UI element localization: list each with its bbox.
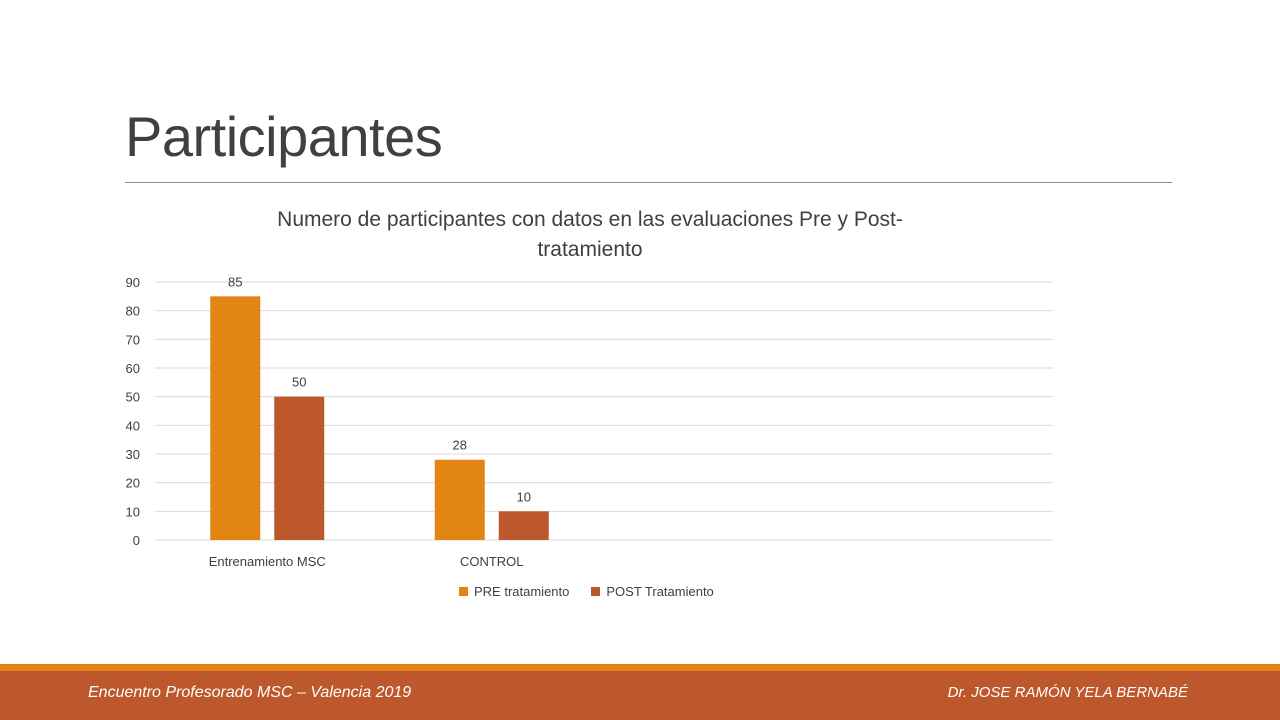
footer-accent-stripe: [0, 664, 1280, 671]
y-tick-label: 70: [126, 332, 140, 347]
y-tick-label: 90: [126, 275, 140, 290]
legend-label-post: POST Tratamiento: [606, 584, 714, 599]
y-tick-label: 80: [126, 304, 140, 319]
legend-item-post: POST Tratamiento: [591, 584, 714, 599]
footer-event-text: Encuentro Profesorado MSC – Valencia 201…: [88, 684, 412, 701]
data-label: 28: [453, 438, 467, 453]
x-tick-label: Entrenamiento MSC: [209, 554, 326, 569]
chart-legend: PRE tratamiento POST Tratamiento: [459, 584, 714, 599]
y-tick-label: 60: [126, 361, 140, 376]
bar: [210, 296, 261, 540]
bar: [274, 396, 325, 540]
bar: [434, 459, 485, 540]
legend-swatch-pre: [459, 587, 468, 596]
bar: [498, 511, 549, 540]
y-tick-label: 20: [126, 476, 140, 491]
legend-swatch-post: [591, 587, 601, 596]
chart-title-line-1: Numero de participantes con datos en las…: [277, 208, 903, 231]
title-divider: [125, 182, 1172, 183]
chart-title: Numero de participantes con datos en las…: [240, 205, 940, 265]
y-tick-label: 0: [133, 533, 140, 548]
y-tick-label: 50: [126, 390, 140, 405]
data-label: 10: [517, 489, 531, 504]
y-tick-label: 30: [126, 447, 140, 462]
footer-author-text: Dr. JOSE RAMÓN YELA BERNABÉ: [947, 684, 1188, 701]
footer-bar: [0, 671, 1280, 720]
data-label: 85: [228, 274, 242, 289]
y-tick-label: 40: [126, 418, 140, 433]
slide-title: Participantes: [125, 105, 443, 168]
x-tick-label: CONTROL: [460, 554, 524, 569]
legend-label-pre: PRE tratamiento: [474, 584, 570, 599]
legend-item-pre: PRE tratamiento: [459, 584, 569, 599]
y-tick-label: 10: [126, 504, 140, 519]
data-label: 50: [292, 375, 306, 390]
chart-title-line-2: tratamiento: [537, 238, 643, 261]
